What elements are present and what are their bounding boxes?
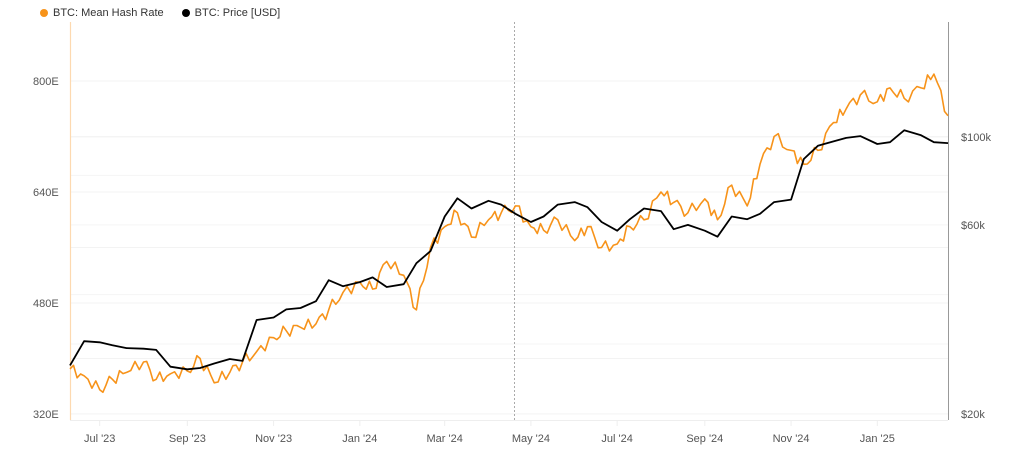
hash-rate-dot-icon — [40, 9, 48, 17]
right-tick-label: $60k — [961, 220, 985, 232]
right-tick-label: $100k — [961, 132, 991, 144]
x-tick-label: Jan '24 — [342, 433, 377, 445]
x-tick-label: Jan '25 — [860, 433, 895, 445]
legend-label-hash-rate: BTC: Mean Hash Rate — [53, 7, 164, 19]
right-tick-label: $20k — [961, 409, 985, 421]
x-tick-label: Jul '24 — [601, 433, 632, 445]
price-dot-icon — [181, 9, 190, 17]
x-axis-ticks: Jul '23 Sep '23 Nov '23 Jan '24 Mar '24 May '… — [84, 420, 895, 445]
left-tick-label: 640E — [33, 187, 59, 199]
chart-legend: BTC: Mean Hash Rate BTC: Price [USD] — [40, 7, 280, 19]
left-tick-label: 480E — [33, 298, 59, 310]
x-tick-label: Mar '24 — [426, 433, 462, 445]
price-line — [69, 129, 949, 371]
legend-item-price[interactable]: BTC: Price [USD] — [181, 7, 281, 19]
x-tick-label: Nov '23 — [255, 433, 292, 445]
x-tick-label: Jul '23 — [84, 433, 115, 445]
gridlines — [70, 80, 948, 415]
x-tick-label: May '24 — [512, 433, 550, 445]
right-axis-ticks: $20k $60k $100k — [961, 132, 991, 421]
x-tick-label: Sep '24 — [686, 433, 723, 445]
left-axis-ticks: 320E 480E 640E 800E — [33, 76, 59, 421]
left-tick-label: 320E — [33, 409, 59, 421]
hash-rate-line — [69, 73, 949, 394]
legend-label-price: BTC: Price [USD] — [194, 7, 281, 19]
x-tick-label: Sep '23 — [169, 433, 206, 445]
legend-item-hash-rate[interactable]: BTC: Mean Hash Rate — [40, 7, 164, 19]
left-tick-label: 800E — [33, 76, 59, 88]
x-tick-label: Nov '24 — [773, 433, 810, 445]
